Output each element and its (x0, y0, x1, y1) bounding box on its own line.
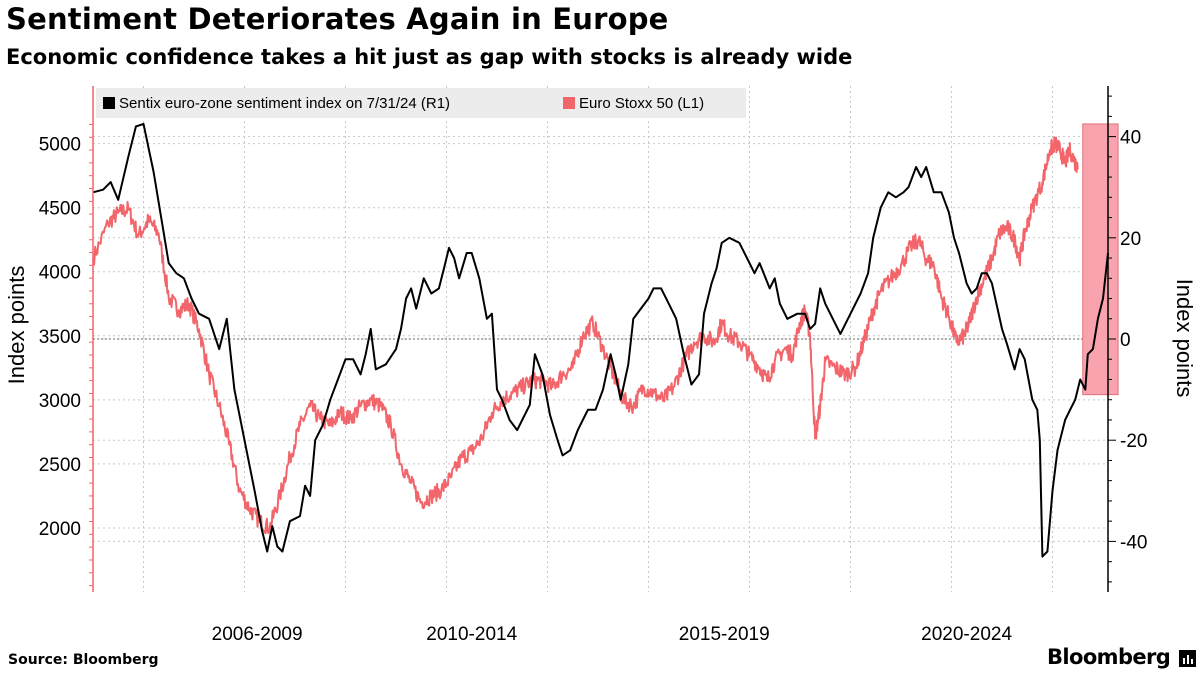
right-axis-tick-label: 0 (1120, 330, 1131, 351)
left-axis-tick-label: 3500 (39, 327, 81, 348)
left-axis: 2000 2500 3000 3500 4000 4500 5000 (39, 86, 94, 592)
right-axis-title: Index points (1172, 279, 1197, 398)
left-axis-tick-label: 4500 (39, 199, 81, 220)
euro-stoxx-series (92, 136, 1079, 535)
left-axis-tick-label: 3000 (39, 391, 81, 412)
x-axis-tick-label: 2015-2019 (679, 624, 770, 645)
x-axis-tick-label: 2006-2009 (212, 624, 303, 645)
x-axis-tick-label: 2010-2014 (426, 624, 517, 645)
bloomberg-logo-mark-icon (1179, 650, 1196, 667)
source-note: Source: Bloomberg (8, 652, 159, 668)
left-axis-tick-label: 2500 (39, 455, 81, 476)
chart-subtitle: Economic confidence takes a hit just as … (6, 45, 853, 69)
right-axis-tick-label: -20 (1120, 431, 1147, 452)
left-axis-tick-label: 2000 (39, 519, 81, 540)
legend-swatch-sentix (103, 97, 115, 109)
sentix-line (92, 122, 1109, 558)
bloomberg-logo: Bloomberg (1047, 645, 1171, 669)
x-axis: 2006-2009 2010-2014 2015-2019 2020-2024 (212, 624, 1013, 645)
legend: Sentix euro-zone sentiment index on 7/31… (96, 88, 746, 118)
left-axis-tick-label: 4000 (39, 263, 81, 284)
x-axis-tick-label: 2020-2024 (921, 624, 1012, 645)
recent-period-highlight (1082, 123, 1119, 396)
left-axis-title: Index points (4, 266, 29, 385)
legend-label-sentix: Sentix euro-zone sentiment index on 7/31… (119, 95, 450, 112)
euro-stoxx-line (92, 136, 1079, 535)
sentix-series (92, 122, 1109, 558)
legend-swatch-stoxx (563, 97, 575, 109)
left-axis-tick-label: 5000 (39, 135, 81, 156)
right-axis-tick-label: -40 (1120, 532, 1147, 553)
legend-background (96, 88, 746, 118)
logo-bars-icon (1183, 655, 1193, 664)
right-axis-tick-label: 40 (1120, 128, 1141, 149)
right-axis: -40 -20 0 20 40 (1107, 86, 1147, 592)
legend-label-stoxx: Euro Stoxx 50 (L1) (579, 95, 704, 112)
chart-title: Sentiment Deteriorates Again in Europe (6, 2, 669, 36)
right-axis-tick-label: 20 (1120, 229, 1141, 250)
